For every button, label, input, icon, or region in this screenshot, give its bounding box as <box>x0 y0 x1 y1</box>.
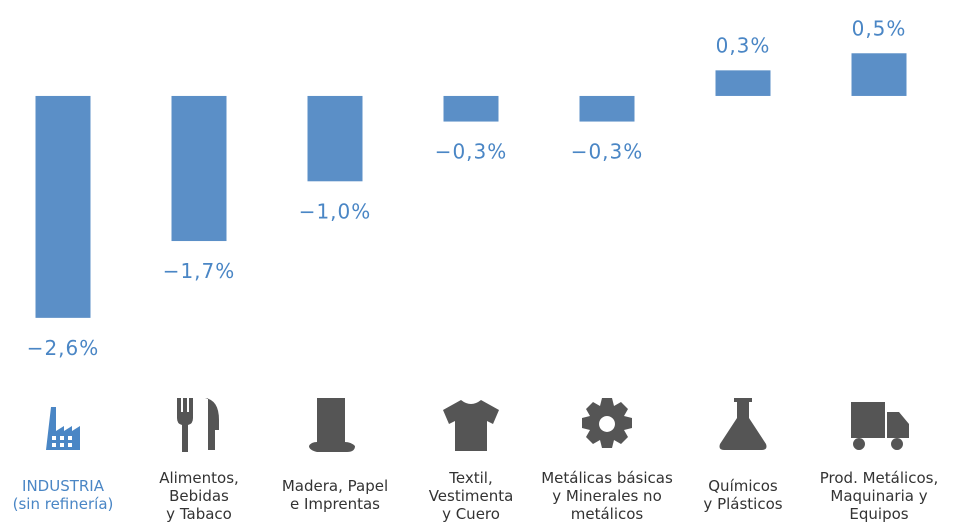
category-icon <box>177 398 219 452</box>
category-line: Vestimenta <box>429 487 514 505</box>
value-label: −0,3% <box>435 140 508 164</box>
category-label: Madera, Papel e Imprentas <box>282 477 388 513</box>
category-label: Textil, Vestimenta y Cuero <box>429 469 514 523</box>
category-line: y Minerales no <box>552 487 662 505</box>
bar <box>171 95 227 242</box>
category-line: (sin refinería) <box>13 495 114 513</box>
category-line: Bebidas <box>169 487 229 505</box>
category-label: Químicos y Plásticos <box>703 477 782 513</box>
category-line: Prod. Metálicos, <box>820 469 938 487</box>
category-icon <box>582 398 632 448</box>
value-label: −2,6% <box>27 336 100 360</box>
category-icon <box>309 398 355 452</box>
category-line: Equipos <box>849 505 908 523</box>
value-label: −0,3% <box>571 140 644 164</box>
category-line: Textil, <box>448 469 492 487</box>
value-label: 0,3% <box>716 33 771 57</box>
value-label: −1,0% <box>299 199 372 223</box>
category-icon <box>443 400 499 451</box>
category-line: y Tabaco <box>166 505 232 523</box>
category-label: Alimentos, Bebidas y Tabaco <box>159 469 239 523</box>
bar <box>851 53 907 96</box>
category-line: Metálicas básicas <box>541 469 673 487</box>
bar <box>35 95 91 318</box>
category-icon <box>46 407 80 450</box>
category-label: Prod. Metálicos, Maquinaria y Equipos <box>820 469 938 523</box>
category-line: y Plásticos <box>703 495 782 513</box>
category-line: Madera, Papel <box>282 477 388 495</box>
bar <box>307 95 363 182</box>
bar <box>715 70 771 96</box>
category-line: Químicos <box>708 477 778 495</box>
category-icon <box>851 402 909 450</box>
category-icon <box>719 398 767 450</box>
category-line: e Imprentas <box>290 495 380 513</box>
category-line: metálicos <box>571 505 644 523</box>
category-line: Maquinaria y <box>830 487 927 505</box>
category-line: y Cuero <box>442 505 500 523</box>
category-line: INDUSTRIA <box>22 477 105 495</box>
bar <box>579 95 635 122</box>
value-label: −1,7% <box>163 259 236 283</box>
category-line: Alimentos, <box>159 469 239 487</box>
value-label: 0,5% <box>852 16 907 40</box>
category-label: INDUSTRIA (sin refinería) <box>13 477 114 513</box>
category-label: Metálicas básicas y Minerales no metálicos <box>541 469 673 523</box>
bar <box>443 95 499 122</box>
